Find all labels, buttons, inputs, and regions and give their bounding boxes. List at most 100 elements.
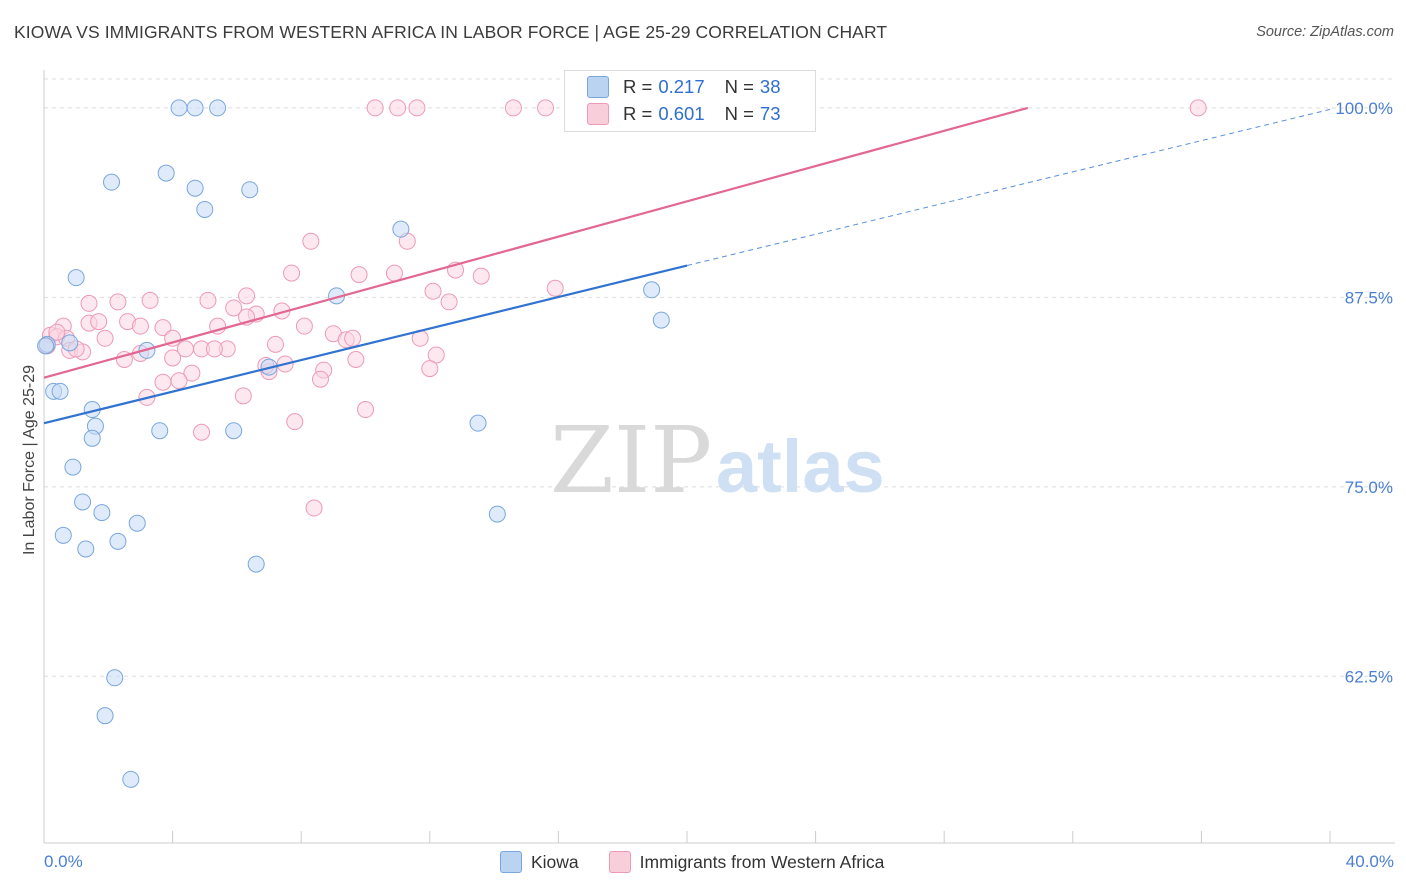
series-legend: Kiowa Immigrants from Western Africa	[500, 851, 914, 873]
africa-point	[1189, 99, 1207, 117]
kiowa-trend-line	[43, 264, 688, 425]
y-tick-label: 75.0%	[1345, 478, 1393, 497]
kiowa-point	[241, 181, 259, 199]
africa-point	[183, 364, 201, 382]
trend-lines	[43, 106, 1331, 425]
kiowa-swatch	[587, 76, 609, 98]
kiowa-point	[157, 164, 175, 182]
kiowa-point	[196, 200, 214, 218]
r-value: 0.601	[658, 103, 705, 124]
africa-point	[141, 291, 159, 309]
africa-point	[234, 387, 252, 405]
kiowa-point	[106, 669, 124, 687]
y-tick-labels: 62.5% 75.0% 87.5% 100.0%	[1335, 99, 1393, 686]
africa-point	[96, 329, 114, 347]
kiowa-point	[128, 514, 146, 532]
africa-swatch	[587, 103, 609, 125]
africa-point	[193, 423, 211, 441]
africa-point	[199, 291, 217, 309]
africa-point	[80, 294, 98, 312]
r-label: R =	[623, 103, 653, 124]
stats-legend-africa: R = 0.601 N = 73	[587, 101, 781, 127]
africa-point	[205, 340, 223, 358]
africa-point	[225, 299, 243, 317]
kiowa-point	[186, 99, 204, 117]
kiowa-point	[61, 334, 79, 352]
africa-point	[424, 282, 442, 300]
africa-point	[421, 360, 439, 378]
n-label: N =	[724, 103, 754, 124]
kiowa-point	[67, 269, 85, 287]
legend-label-kiowa: Kiowa	[531, 851, 579, 872]
africa-trend-line	[43, 106, 1029, 379]
watermark-atlas: atlas	[716, 425, 885, 508]
y-tick-label: 62.5%	[1345, 667, 1393, 686]
africa-point	[131, 317, 149, 335]
africa-point	[357, 401, 374, 419]
legend-label-africa: Immigrants from Western Africa	[639, 851, 885, 872]
stats-legend: R = 0.217 N = 38 R = 0.601 N = 73	[564, 70, 816, 132]
n-value: 73	[759, 103, 781, 124]
kiowa-point	[83, 429, 101, 447]
africa-point	[366, 99, 384, 117]
r-value: 0.217	[658, 76, 705, 97]
kiowa-point	[488, 505, 506, 523]
kiowa-point	[103, 173, 121, 191]
africa-point	[385, 264, 403, 282]
legend-item-africa: Immigrants from Western Africa	[608, 851, 885, 873]
n-value: 38	[759, 76, 781, 97]
kiowa-point	[64, 458, 82, 476]
kiowa-point	[392, 220, 410, 238]
chart-title: KIOWA VS IMMIGRANTS FROM WESTERN AFRICA …	[14, 22, 888, 42]
kiowa-point	[51, 382, 69, 400]
africa-point	[295, 317, 313, 335]
africa-swatch	[608, 851, 631, 873]
kiowa-point	[151, 422, 169, 440]
africa-point	[286, 413, 304, 431]
kiowa-point	[469, 414, 487, 432]
kiowa-point	[74, 493, 92, 511]
kiowa-point	[643, 281, 661, 299]
africa-point	[266, 335, 284, 353]
gridlines	[44, 78, 1395, 677]
africa-point	[154, 319, 172, 337]
africa-point	[537, 99, 555, 117]
africa-point	[283, 264, 301, 282]
y-tick-label: 100.0%	[1335, 99, 1393, 118]
africa-point	[472, 267, 490, 285]
africa-point	[344, 329, 362, 347]
africa-point	[302, 232, 320, 250]
africa-point	[109, 293, 127, 311]
africa-point	[504, 99, 522, 117]
africa-point	[440, 293, 458, 311]
watermark-zip: ZIP	[550, 407, 712, 514]
kiowa-point	[54, 526, 72, 544]
africa-point	[164, 349, 182, 367]
kiowa-points	[37, 99, 670, 788]
kiowa-point	[109, 532, 127, 550]
africa-point	[48, 323, 66, 341]
africa-point	[176, 340, 194, 358]
africa-point	[408, 99, 426, 117]
africa-point	[305, 499, 323, 517]
axes	[43, 70, 1395, 844]
kiowa-point	[247, 555, 265, 573]
x-tick-label-min: 0.0%	[44, 852, 83, 871]
africa-point	[389, 99, 407, 117]
x-tick-label-max: 40.0%	[1345, 852, 1394, 871]
kiowa-swatch	[500, 851, 522, 873]
africa-point	[90, 313, 108, 331]
y-axis-title: In Labor Force | Age 25-29	[21, 364, 38, 556]
kiowa-point	[96, 707, 114, 725]
r-label: R =	[623, 76, 653, 97]
kiowa-point	[225, 422, 243, 440]
kiowa-trend-extension	[686, 108, 1331, 267]
n-label: N =	[724, 76, 754, 97]
source-label: Source: ZipAtlas.com	[1256, 24, 1394, 40]
y-tick-label: 87.5%	[1345, 288, 1393, 307]
africa-point	[154, 373, 172, 391]
kiowa-point	[186, 179, 204, 197]
africa-point	[347, 350, 365, 368]
stats-legend-kiowa: R = 0.217 N = 38	[587, 74, 781, 100]
